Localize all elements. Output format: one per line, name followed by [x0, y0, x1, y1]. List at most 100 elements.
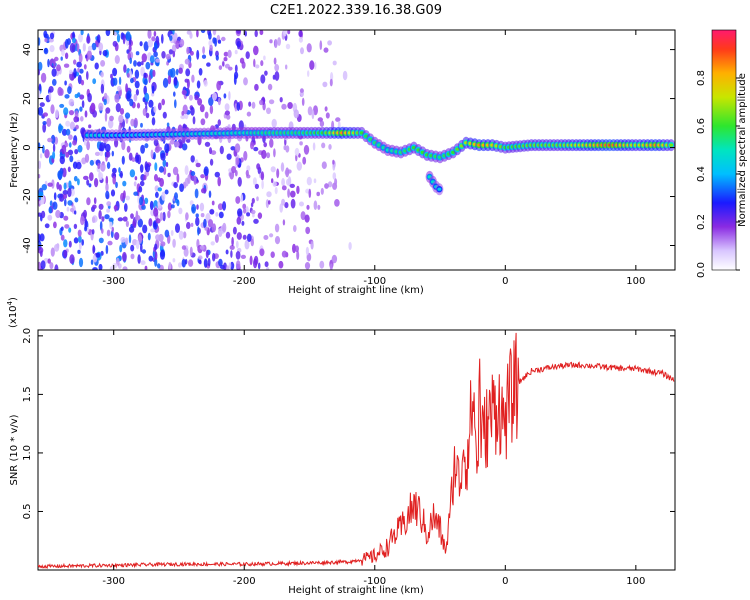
spectrogram-noise-cell	[158, 166, 165, 173]
spectrogram-noise-cell	[267, 83, 273, 91]
spectrogram-noise-cell	[196, 80, 201, 89]
spectrogram-noise-cell	[204, 111, 209, 119]
spectrogram-noise-cell	[176, 199, 180, 207]
spectrogram-noise-cell	[181, 89, 187, 96]
spectrogram-noise-cell	[191, 74, 195, 83]
spectrogram-noise-cell	[312, 142, 316, 151]
spectrogram-noise-cell	[179, 183, 185, 192]
spectrogram-noise-cell	[91, 229, 95, 235]
spectrogram-noise-cell	[290, 190, 296, 198]
colorbar-tick-label: 0.4	[696, 166, 707, 182]
spectrogram-noise-cell	[47, 58, 50, 68]
spectrogram-noise-cell	[214, 234, 219, 243]
spectrogram-noise-cell	[228, 262, 232, 269]
spectrogram-noise-cell	[73, 237, 79, 244]
spectrogram-noise-cell	[208, 31, 212, 40]
spectrogram-noise-cell	[54, 264, 59, 270]
spectrogram-noise-cell	[140, 122, 143, 128]
spectrogram-noise-cell	[192, 116, 196, 125]
spectrogram-noise-cell	[63, 182, 67, 190]
spectrogram-noise-cell	[269, 39, 273, 44]
spectrogram-noise-cell	[105, 244, 109, 255]
spectrogram-noise-cell	[207, 257, 211, 267]
spectrogram-noise-cell	[68, 134, 73, 140]
spectrogram-noise-cell	[323, 47, 329, 53]
spectrogram-noise-cell	[190, 155, 195, 163]
spectrogram-noise-cell	[121, 155, 125, 165]
spectrogram-noise-cell	[98, 42, 104, 52]
spectrogram-noise-cell	[209, 147, 212, 155]
spectrogram-noise-cell	[281, 178, 285, 187]
spectrogram-noise-cell	[174, 192, 178, 201]
spectrogram-noise-cell	[329, 78, 333, 87]
spectrogram-noise-cell	[164, 229, 170, 238]
spectrogram-noise-cell	[196, 204, 199, 210]
snr-frame	[37, 329, 676, 571]
spectrogram-noise-cell	[178, 67, 183, 74]
spectrogram-noise-cell	[67, 187, 72, 198]
spectrogram-noise-cell	[105, 182, 109, 192]
spectrogram-noise-cell	[166, 122, 170, 127]
spectrogram-noise-cell	[255, 64, 260, 69]
spectrogram-noise-cell	[39, 233, 45, 242]
spectrogram-noise-cell	[200, 30, 206, 34]
spectrogram-noise-cell	[66, 206, 70, 212]
spectrogram-noise-cell	[173, 182, 178, 189]
spectrogram-noise-cell	[72, 31, 75, 39]
spectrogram-noise-cell	[218, 65, 223, 70]
spectrogram-noise-cell	[138, 234, 142, 244]
spectrogram-noise-cell	[50, 134, 56, 144]
spectrogram-noise-cell	[79, 240, 82, 250]
spectrogram-noise-cell	[263, 235, 269, 240]
spectrogram-noise-cell	[100, 60, 106, 67]
spectrogram-noise-cell	[134, 80, 140, 89]
spectrogram-noise-cell	[185, 138, 191, 143]
spectrogram-noise-cell	[89, 159, 95, 166]
spectrogram-noise-cell	[164, 189, 169, 195]
spectrogram-noise-cell	[204, 141, 211, 147]
spectrogram-noise-cell	[282, 30, 287, 37]
spectrogram-noise-cell	[191, 203, 197, 214]
spectrogram-noise-cell	[140, 260, 146, 266]
spectrogram-noise-cell	[186, 46, 190, 55]
spectrogram-noise-cell	[246, 165, 251, 172]
spectrogram-noise-cell	[242, 203, 247, 210]
spectrogram-noise-cell	[189, 50, 194, 56]
spectrogram-noise-cell	[190, 171, 196, 176]
spectrogram-noise-cell	[162, 111, 167, 119]
spectrogram-noise-cell	[324, 106, 328, 112]
spectrogram-noise-cell	[47, 258, 51, 264]
spectrogram-noise-cell	[68, 180, 72, 189]
spectrogram-noise-cell	[211, 223, 217, 232]
spectrogram-noise-cell	[218, 211, 224, 219]
spectrogram-y-label: Frequency (Hz)	[9, 112, 20, 188]
spectrogram-noise-cell	[245, 169, 249, 177]
spectrogram-noise-cell	[208, 190, 212, 198]
spectrogram-noise-cell	[69, 142, 72, 148]
spectrogram-noise-cell	[172, 166, 179, 176]
spectrogram-noise-cell	[206, 62, 211, 67]
spectrogram-noise-cell	[72, 161, 78, 169]
spectrogram-noise-cell	[38, 142, 41, 151]
spectrogram-noise-cell	[274, 187, 278, 195]
spectrogram-noise-cell	[300, 47, 304, 55]
spectrogram-noise-cell	[134, 69, 140, 79]
spectrogram-noise-cell	[264, 70, 268, 76]
spectrogram-noise-cell	[224, 110, 230, 116]
spectrogram-noise-cell	[117, 85, 122, 91]
spectrogram-noise-cell	[39, 102, 45, 107]
spectrogram-noise-cell	[48, 86, 54, 93]
spectrogram-noise-cell	[281, 103, 287, 110]
spectrogram-noise-cell	[129, 57, 132, 64]
spectrogram-noise-cell	[62, 190, 68, 195]
spectrogram-noise-cell	[314, 61, 317, 70]
spectrogram-noise-cell	[83, 175, 89, 180]
spectrogram-noise-cell	[147, 30, 152, 39]
spectrogram-noise-cell	[40, 72, 47, 83]
spectrogram-y-tick-label: 0	[22, 144, 33, 150]
spectrogram-noise-cell	[329, 263, 333, 270]
spectrogram-noise-cell	[157, 146, 163, 151]
spectrogram-noise-cell	[287, 188, 290, 198]
spectrogram-noise-cell	[93, 197, 97, 205]
spectrogram-noise-cell	[104, 214, 110, 220]
